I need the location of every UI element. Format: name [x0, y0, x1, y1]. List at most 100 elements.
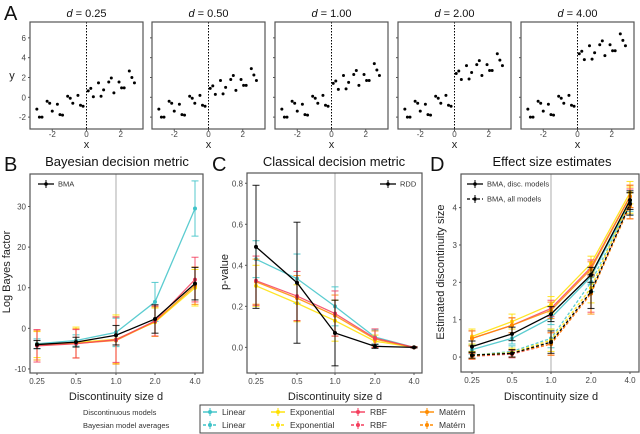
- data-point: [303, 113, 307, 117]
- data-point: [162, 115, 166, 119]
- data-point: [603, 54, 607, 58]
- y-tick-label: 2: [453, 278, 458, 287]
- data-point: [536, 99, 540, 103]
- data-point: [439, 101, 443, 105]
- x-tick-label: 0: [329, 130, 334, 139]
- data-point: [122, 86, 126, 90]
- data-point: [334, 79, 338, 83]
- data-point: [280, 107, 284, 111]
- panel-c-title: Classical decision metric: [263, 154, 406, 169]
- y-tick-label: -2: [19, 113, 27, 122]
- data-point: [434, 94, 438, 98]
- data-point: [464, 64, 468, 68]
- legend-row-label-discontinuous: Discontinuous models: [83, 408, 157, 417]
- data-point: [357, 83, 361, 87]
- data-point: [475, 63, 479, 67]
- panel-d-ylabel: Estimated discontinuity size: [435, 204, 447, 339]
- data-point: [352, 73, 356, 77]
- data-point: [293, 101, 297, 105]
- y-tick-label: -10: [14, 365, 26, 374]
- title-value: = 0.50: [195, 8, 229, 20]
- data-point: [457, 69, 461, 73]
- x-axis-label: x: [329, 139, 335, 151]
- y-tick-label: 20: [17, 243, 26, 252]
- legend-marker: [425, 423, 429, 427]
- x-tick-label: 0.25: [29, 377, 45, 386]
- data-point: [218, 78, 222, 82]
- data-point: [300, 102, 304, 106]
- y-tick-label: 1: [453, 316, 458, 325]
- title-variable: d: [311, 8, 318, 20]
- legend-label: Linear: [222, 420, 246, 430]
- legend-marker: [208, 423, 212, 427]
- data-point: [99, 94, 103, 98]
- data-point: [590, 57, 594, 61]
- series-bma-all-models: [468, 192, 634, 359]
- data-point: [621, 38, 625, 42]
- y-tick-label: 0.6: [232, 220, 244, 229]
- legend-marker: [425, 410, 429, 414]
- x-tick-label: 0: [84, 130, 89, 139]
- panel-b-ylabel: Log Bayes factor: [1, 230, 13, 313]
- x-tick-label: 0.25: [464, 376, 480, 385]
- data-point: [55, 102, 59, 106]
- data-point: [582, 58, 586, 62]
- data-point: [172, 109, 176, 113]
- data-point: [528, 115, 532, 119]
- data-point: [526, 107, 530, 111]
- legend-label: BMA, disc. models: [487, 180, 549, 189]
- data-point: [109, 76, 113, 80]
- data-point: [580, 49, 584, 53]
- data-point: [403, 107, 407, 111]
- data-point: [413, 99, 417, 103]
- data-point: [89, 86, 93, 90]
- data-point: [193, 101, 197, 105]
- data-point: [35, 107, 39, 111]
- panel-b-xlabel: Discontinuity size d: [69, 391, 163, 403]
- scatter-subplot: d = 0.25 -2 0 2 -2 0 2 4 6 x: [19, 8, 144, 151]
- panel-a-ylabel: y: [9, 70, 15, 82]
- legend-entry-exponential: Exponential: [271, 420, 335, 430]
- data-point: [45, 99, 49, 103]
- legend-entry-mat-rn: Matérn: [420, 420, 466, 430]
- panel-c-ylabel: p-value: [219, 254, 231, 290]
- data-point: [120, 86, 124, 90]
- data-point: [570, 103, 574, 107]
- legend-label: Linear: [222, 407, 246, 417]
- legend-label: Exponential: [290, 420, 335, 430]
- data-point: [132, 81, 136, 85]
- data-point: [211, 84, 215, 88]
- data-point: [79, 103, 83, 107]
- legend-marker: [276, 423, 280, 427]
- legend-entry-exponential: Exponential: [271, 407, 335, 417]
- data-point: [81, 104, 85, 108]
- data-point: [91, 95, 95, 99]
- y-tick-label: 4: [22, 54, 27, 63]
- x-tick-label: 2: [364, 130, 369, 139]
- data-point: [587, 44, 591, 48]
- data-point: [198, 93, 202, 97]
- data-point: [242, 83, 246, 87]
- data-point: [326, 104, 330, 108]
- legend-marker: [44, 182, 48, 186]
- x-tick-label: 4.0: [408, 377, 420, 386]
- data-point: [572, 104, 576, 108]
- data-point: [157, 107, 161, 111]
- data-point: [559, 96, 563, 100]
- data-point: [510, 331, 514, 336]
- data-point: [221, 92, 225, 96]
- data-point: [336, 87, 340, 91]
- data-point: [531, 115, 535, 119]
- subplot-title: d = 2.00: [434, 8, 474, 20]
- data-point: [180, 113, 184, 117]
- x-tick-label: -2: [171, 130, 179, 139]
- data-point: [467, 77, 471, 81]
- panel-letter-c: C: [212, 154, 226, 176]
- data-point: [96, 81, 100, 85]
- data-point: [71, 101, 75, 105]
- data-point: [444, 93, 448, 97]
- data-point: [107, 80, 111, 84]
- data-point: [618, 32, 622, 36]
- legend-marker: [356, 410, 360, 414]
